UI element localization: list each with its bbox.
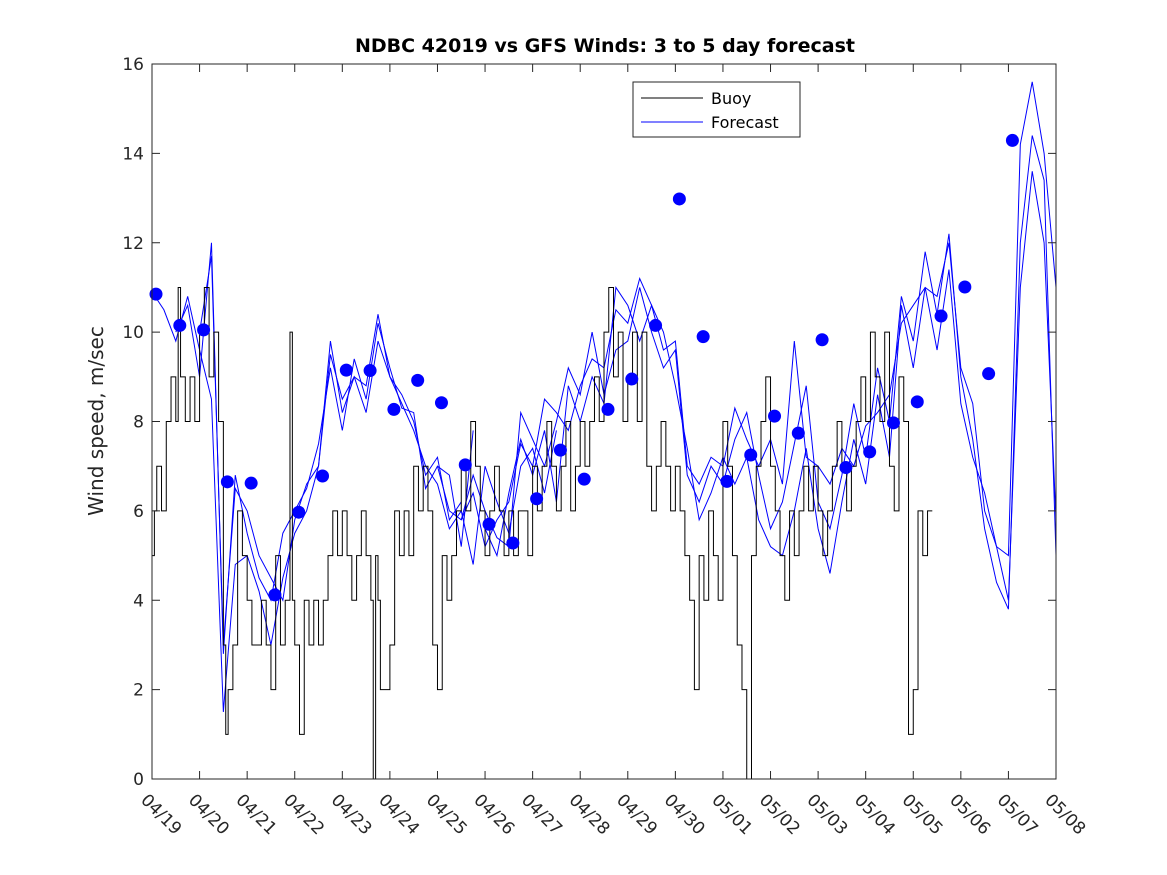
y-tick-label: 8: [133, 413, 144, 433]
y-axis-label: Wind speed, m/sec: [84, 326, 108, 516]
forecast-point: [815, 333, 829, 347]
axis-ticks: 024681012141604/1904/2004/2104/2204/2304…: [122, 55, 1089, 839]
forecast-line-2: [175, 242, 474, 654]
forecast-point: [339, 363, 353, 377]
y-tick-label: 0: [133, 770, 144, 790]
forecast-point: [839, 461, 853, 475]
y-tick-label: 6: [133, 502, 144, 522]
x-tick-label: 04/25: [422, 790, 471, 839]
x-tick-label: 05/03: [803, 790, 852, 839]
x-tick-label: 05/05: [898, 790, 947, 839]
forecast-point: [744, 448, 758, 462]
forecast-point: [768, 409, 782, 423]
forecast-point: [268, 588, 282, 602]
forecast-point: [434, 396, 448, 410]
x-tick-label: 04/22: [279, 790, 328, 839]
y-tick-label: 2: [133, 681, 144, 701]
plot-area: [149, 81, 1057, 780]
forecast-point: [720, 474, 734, 488]
forecast-point: [173, 318, 187, 332]
x-tick-label: 04/23: [327, 790, 376, 839]
x-tick-label: 05/01: [707, 790, 756, 839]
forecast-line-3: [199, 256, 557, 645]
x-tick-label: 04/19: [136, 790, 185, 839]
x-tick-label: 04/24: [374, 790, 423, 839]
x-tick-label: 04/28: [565, 790, 614, 839]
forecast-point: [411, 373, 425, 387]
forecast-point: [649, 318, 663, 332]
forecast-line-1: [151, 291, 462, 713]
forecast-point: [506, 536, 520, 550]
legend-buoy-label: Buoy: [711, 89, 751, 108]
chart-title: NDBC 42019 vs GFS Winds: 3 to 5 day fore…: [355, 35, 855, 57]
forecast-point: [863, 445, 877, 459]
y-tick-label: 4: [133, 591, 144, 611]
forecast-point: [482, 517, 496, 531]
forecast-point: [220, 475, 234, 489]
forecast-point: [577, 472, 591, 486]
x-tick-label: 04/20: [184, 790, 233, 839]
x-tick-label: 04/26: [470, 790, 519, 839]
forecast-point: [458, 458, 472, 472]
forecast-point: [316, 469, 330, 483]
forecast-point: [149, 287, 163, 301]
forecast-point: [791, 426, 805, 440]
forecast-point: [934, 309, 948, 323]
x-tick-label: 04/29: [612, 790, 661, 839]
forecast-point: [244, 476, 258, 490]
forecast-point: [625, 372, 639, 386]
forecast-point: [197, 323, 211, 337]
forecast-point: [387, 402, 401, 416]
forecast-point: [1005, 133, 1019, 147]
x-tick-label: 04/27: [517, 790, 566, 839]
forecast-point: [601, 402, 615, 416]
forecast-point: [886, 416, 900, 430]
legend-box: [632, 81, 801, 138]
x-tick-label: 05/07: [993, 790, 1042, 839]
forecast-point: [982, 367, 996, 381]
x-tick-label: 05/08: [1040, 790, 1089, 839]
y-tick-label: 16: [122, 55, 144, 75]
forecast-line-5: [460, 135, 1057, 610]
legend: Buoy Forecast: [632, 81, 801, 138]
x-tick-label: 04/30: [660, 790, 709, 839]
forecast-point: [553, 443, 567, 457]
forecast-point: [530, 492, 544, 506]
y-tick-label: 14: [122, 144, 144, 164]
x-tick-label: 05/06: [945, 790, 994, 839]
forecast-point: [672, 192, 686, 206]
forecast-point: [696, 330, 710, 344]
y-tick-label: 10: [122, 323, 144, 343]
forecast-point: [958, 280, 972, 294]
x-tick-label: 05/02: [755, 790, 804, 839]
buoy-line: [152, 286, 933, 780]
x-tick-label: 05/04: [850, 790, 899, 839]
y-tick-label: 12: [122, 234, 144, 254]
forecast-point: [363, 364, 377, 378]
x-tick-label: 04/21: [232, 790, 281, 839]
forecast-point: [292, 505, 306, 519]
legend-forecast-label: Forecast: [711, 113, 779, 132]
forecast-point: [910, 395, 924, 409]
forecast-line-4: [436, 81, 1057, 557]
